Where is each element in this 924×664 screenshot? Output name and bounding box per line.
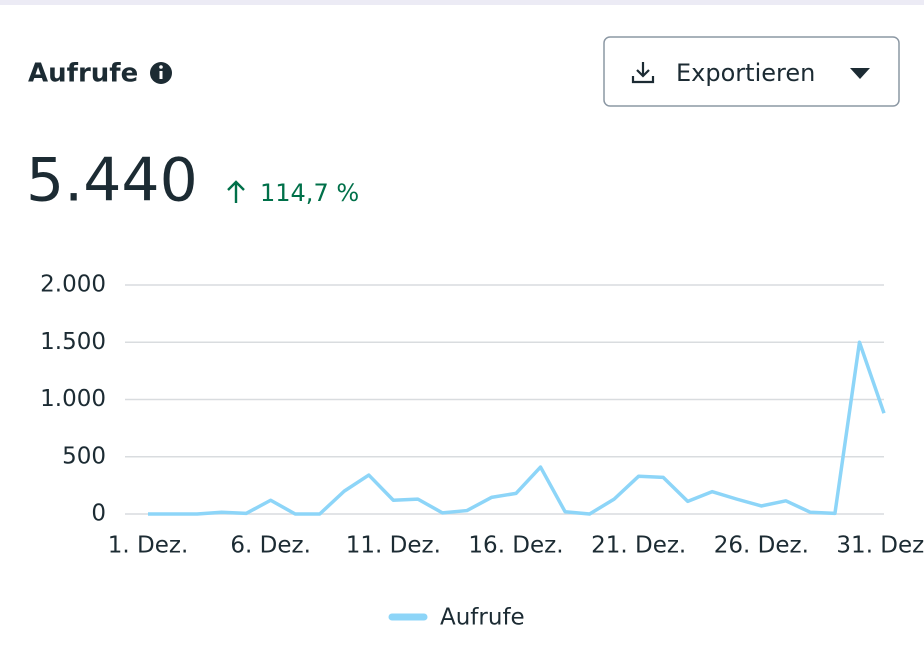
x-tick-label: 11. Dez. <box>346 533 441 559</box>
x-tick-label: 31. Dez. <box>836 533 924 559</box>
y-tick-label: 1.500 <box>40 329 106 355</box>
caret <box>850 68 870 79</box>
download-icon <box>631 62 655 84</box>
x-tick-label: 1. Dez. <box>108 533 189 559</box>
y-tick-label: 2.000 <box>40 272 106 298</box>
x-tick-label: 21. Dez. <box>591 533 686 559</box>
top-border <box>0 0 924 5</box>
button-label: Exportieren <box>676 59 815 87</box>
up-arrow <box>227 180 245 203</box>
info-icon <box>150 62 172 84</box>
line <box>148 340 886 516</box>
x-tick-label: 6. Dez. <box>230 533 311 559</box>
export-button[interactable]: Exportieren <box>603 36 900 107</box>
y-tick-label: 0 <box>91 501 106 527</box>
total-value: 5.440 <box>26 146 198 216</box>
card-title: Aufrufe <box>28 59 138 89</box>
legend-label: Aufrufe <box>440 605 525 631</box>
y-tick-label: 500 <box>62 443 106 469</box>
x-tick-label: 16. Dez. <box>468 533 563 559</box>
change-value: 114,7 % <box>260 179 359 207</box>
x-tick-label: 26. Dez. <box>714 533 809 559</box>
y-tick-label: 1.000 <box>40 386 106 412</box>
